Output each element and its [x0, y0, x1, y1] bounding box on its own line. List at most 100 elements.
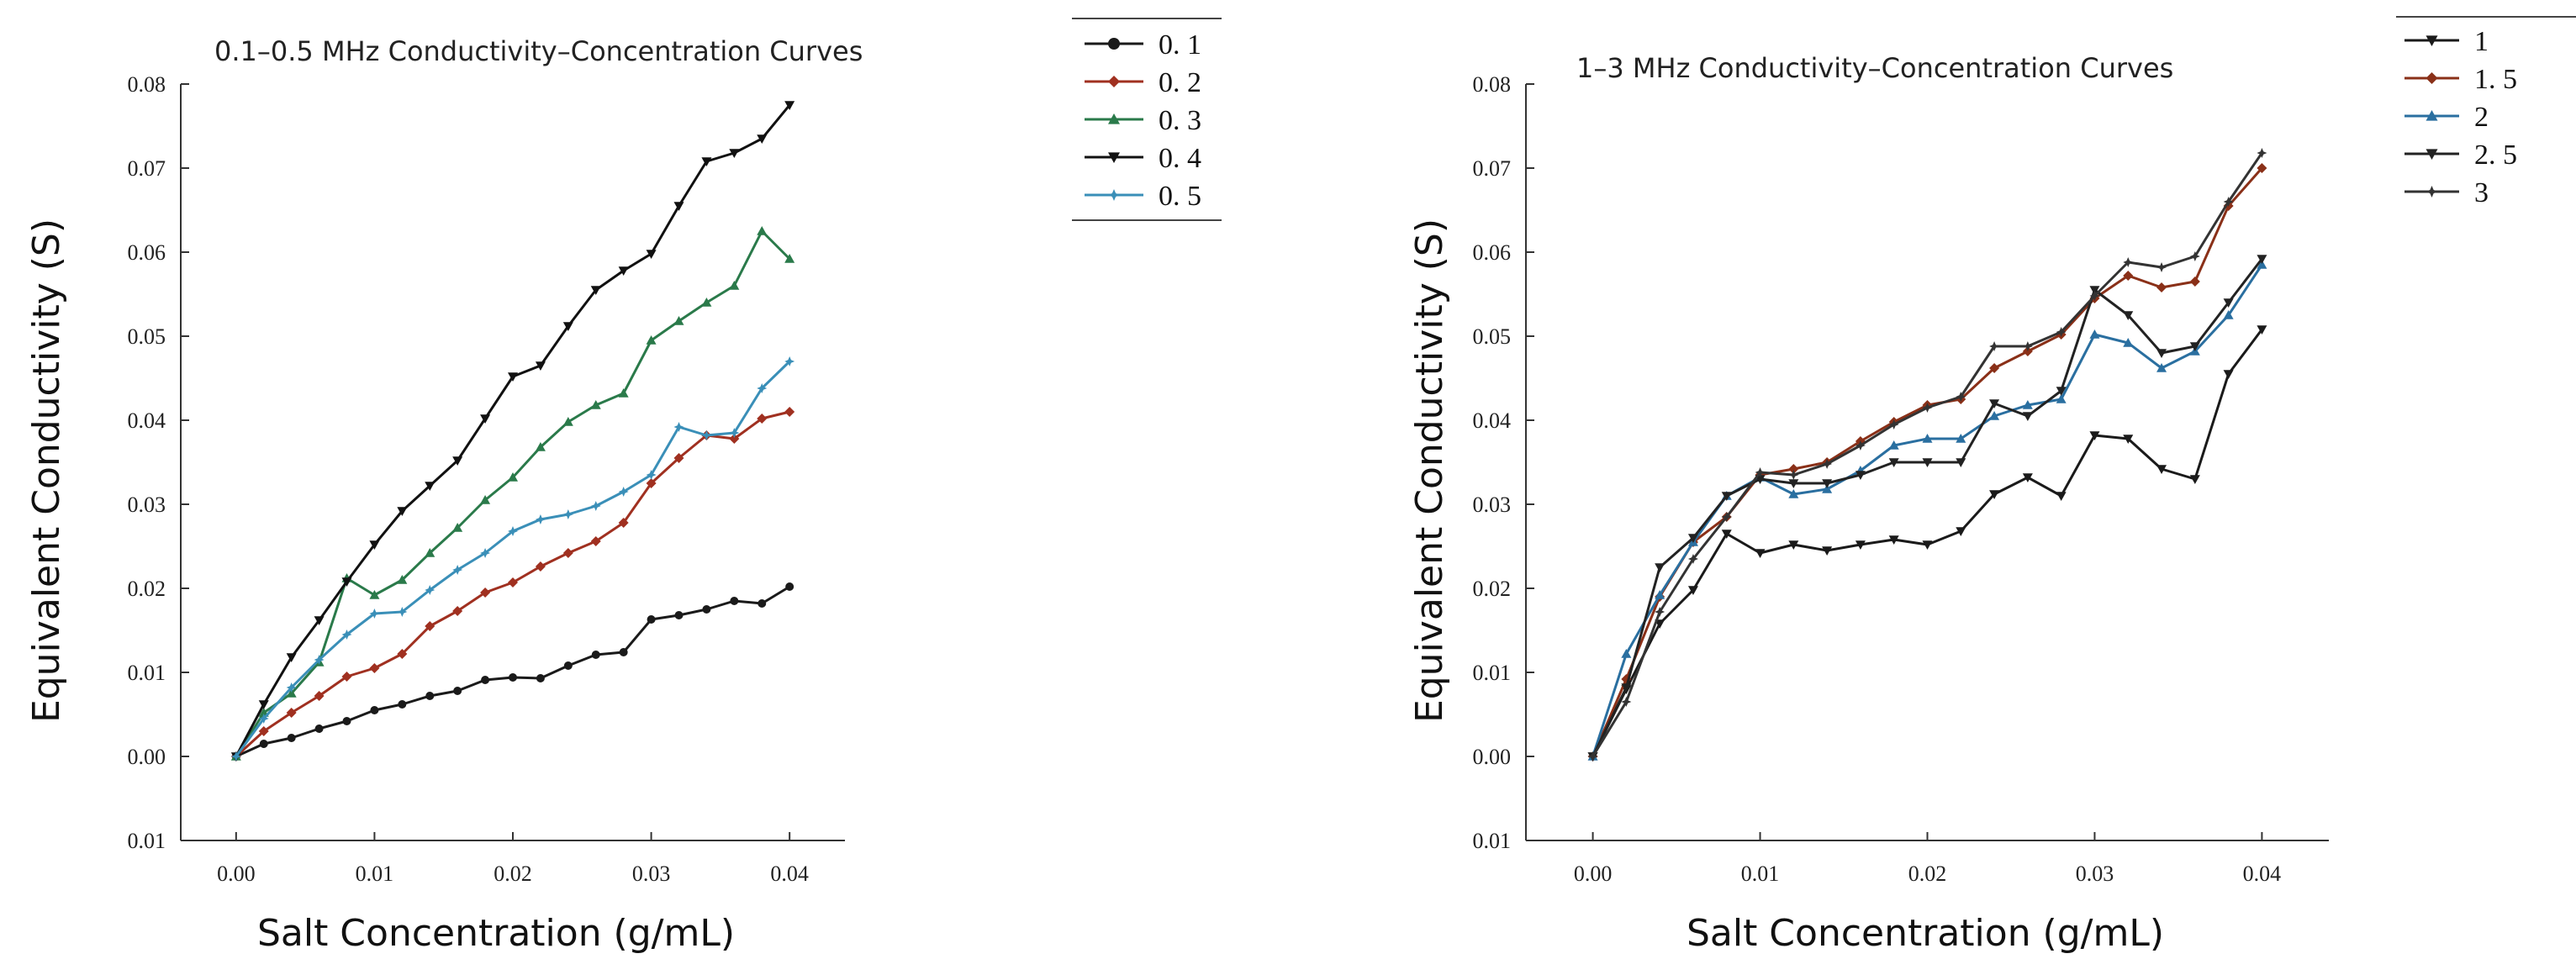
- series-1-4-point: [2257, 148, 2267, 158]
- series-1-0-point: [1956, 527, 1966, 536]
- legend-marker-0-2: [1108, 113, 1120, 124]
- series-1-4-point: [1822, 459, 1833, 469]
- y-tick-label: 0.06: [128, 240, 166, 265]
- series-0-0-point: [702, 605, 711, 614]
- series-0-1-point: [286, 708, 297, 718]
- series-1-1-point: [2156, 282, 2167, 292]
- series-0-0-point: [314, 724, 324, 733]
- series-1-2-point: [1922, 434, 1933, 443]
- series-0-0-point: [509, 673, 517, 682]
- series-1-2-point: [2257, 260, 2267, 269]
- series-1-4-point: [1721, 512, 1732, 522]
- series-0-4-point: [286, 682, 297, 693]
- legend-left: 0. 1 0. 2 0. 3 0. 4 0. 5: [1072, 18, 1222, 221]
- series-0-3-point: [757, 134, 768, 144]
- series-0-3-point: [258, 700, 269, 709]
- legend-label-0-4: 0. 5: [1159, 181, 1201, 212]
- series-0-3-point: [646, 250, 657, 259]
- chart-right: 0.01 0.00 0.01 0.02 0.03 0.04 0.05 0.06 0.07 0.08…: [1408, 16, 2576, 955]
- series-1-3-point: [1956, 458, 1966, 467]
- series-1-2-point: [1989, 411, 2000, 420]
- series-1-0-point: [1888, 535, 1899, 545]
- series-0-3-point: [314, 616, 325, 625]
- series-1-3-point: [2257, 255, 2267, 264]
- series-1-4-point: [1922, 403, 1933, 413]
- series-0-2-point: [590, 400, 601, 409]
- series-0-3-point: [590, 286, 601, 295]
- series-1-0-point: [2156, 465, 2167, 474]
- legend-label-0-0: 0. 1: [1159, 29, 1201, 61]
- series-1-2-point: [2223, 310, 2234, 319]
- series-0-3-point: [701, 157, 712, 166]
- series-1-3-point: [1687, 534, 1698, 543]
- series-0-3-point: [784, 101, 795, 110]
- legend-label-0-3: 0. 4: [1159, 143, 1201, 174]
- series-0-1-point: [508, 577, 518, 587]
- series-1-3-point: [1721, 492, 1732, 501]
- y-tick-label: 0.07: [128, 156, 166, 181]
- y-tick-label: 0.06: [1473, 240, 1512, 265]
- x-axis-label-right: Salt Concentration (g/mL): [1687, 912, 2164, 955]
- series-1-1-point: [2189, 277, 2200, 287]
- series-0-1-point: [314, 691, 325, 701]
- y-tick-label: 0.05: [128, 324, 166, 349]
- series-0-2-point: [729, 281, 740, 290]
- series-0-1-point: [535, 561, 546, 572]
- series-0-4-point: [701, 430, 712, 440]
- y-tick-label: 0.08: [1473, 72, 1512, 97]
- series-0-1-point: [590, 536, 601, 546]
- series-0-1-point: [369, 663, 380, 673]
- series-0-4-point: [369, 609, 380, 619]
- x-tick-label: 0.04: [770, 861, 809, 886]
- series-0-1-point: [258, 726, 269, 736]
- series-1-1-point: [2123, 271, 2134, 281]
- series-0-1-point: [673, 453, 684, 463]
- series-1-0-point: [1788, 540, 1799, 550]
- legend-marker-0-0: [1108, 38, 1120, 50]
- x-tick-label: 0.00: [217, 861, 256, 886]
- y-tick-label: 0.08: [128, 72, 166, 97]
- series-0-2-point: [508, 472, 518, 482]
- series-1-3-point: [1888, 458, 1899, 467]
- series-1-2-point: [2056, 394, 2067, 403]
- y-axis-label-right: Equivalent Conductivity (S): [1408, 219, 1451, 723]
- series-0-2-point: [757, 226, 768, 235]
- series-0-3-point: [480, 414, 491, 424]
- series-1-4-point: [1855, 440, 1866, 450]
- plot-area-left: [181, 84, 845, 840]
- series-0-1-point: [425, 621, 435, 631]
- series-1-4-point: [2156, 262, 2167, 272]
- y-ticks-right: 0.01 0.00 0.01 0.02 0.03 0.04 0.05 0.06 0.07 0.08: [1473, 72, 1534, 853]
- series-1-2-point: [1621, 649, 1632, 658]
- y-tick-label: 0.04: [128, 408, 166, 433]
- series-0-4-point: [673, 422, 684, 432]
- y-tick-label: 0.02: [128, 577, 166, 601]
- y-tick-label: 0.01: [1473, 661, 1512, 685]
- series-0-4-point: [618, 487, 629, 497]
- series-group-right: [1587, 148, 2267, 761]
- series-0-2-point: [452, 523, 463, 532]
- series-0-4-point: [729, 428, 740, 438]
- series-0-2-point: [562, 417, 573, 426]
- series-1-3-point: [1855, 471, 1866, 480]
- y-tick-label: 0.00: [1473, 745, 1512, 769]
- series-1-0-point: [1721, 530, 1732, 539]
- x-tick-label: 0.00: [1574, 861, 1613, 886]
- x-ticks-left: 0.00 0.01 0.02 0.03 0.04: [217, 832, 809, 886]
- series-0-2-point: [397, 575, 408, 584]
- legend-marker-0-1: [1108, 76, 1120, 87]
- series-0-0-point: [259, 740, 268, 748]
- series-1-1-point: [2257, 163, 2267, 173]
- legend-marker-1-2: [2426, 110, 2438, 121]
- series-1-4-point: [2022, 341, 2033, 351]
- series-1-0-point: [2056, 492, 2067, 501]
- series-0-2-point: [480, 495, 491, 504]
- x-axis-label-left: Salt Concentration (g/mL): [257, 912, 735, 955]
- series-1-1-point: [1989, 363, 2000, 373]
- series-0-4-point: [341, 630, 352, 640]
- series-0-1-point: [397, 649, 408, 659]
- series-0-2-point: [618, 388, 629, 398]
- series-1-1-point: [1788, 464, 1799, 474]
- series-1-4-point: [2089, 291, 2100, 301]
- series-1-4-point: [1788, 470, 1799, 480]
